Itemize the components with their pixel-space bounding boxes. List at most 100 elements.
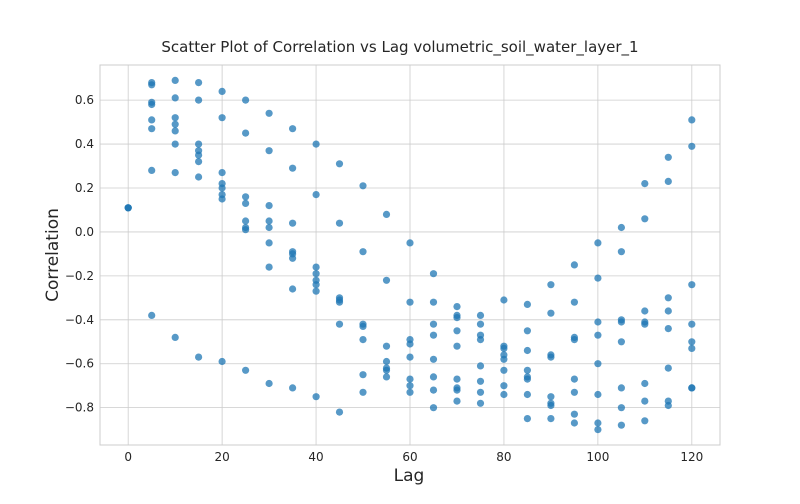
data-point [523, 327, 532, 335]
data-point [500, 366, 508, 374]
data-point [570, 261, 579, 269]
data-point [523, 366, 532, 374]
data-point [171, 127, 179, 135]
data-point [664, 307, 672, 315]
data-point [289, 164, 297, 172]
data-point [382, 342, 391, 350]
data-point [429, 320, 438, 328]
data-point [148, 116, 156, 124]
data-point [688, 142, 696, 150]
data-point [265, 217, 273, 225]
data-point [242, 96, 250, 104]
data-point [359, 336, 367, 344]
data-point [406, 353, 414, 361]
data-point [547, 401, 555, 410]
data-point [148, 125, 156, 133]
data-point [570, 410, 579, 418]
data-point [335, 320, 344, 328]
data-point [335, 408, 344, 416]
data-point [429, 404, 438, 412]
data-point [570, 419, 579, 427]
y-tick-label: −0.6 [65, 357, 94, 371]
data-point [500, 344, 508, 352]
data-point [195, 353, 203, 361]
data-point [171, 114, 179, 122]
data-point [148, 311, 156, 319]
data-point [523, 390, 532, 399]
data-point [359, 388, 367, 396]
data-point [406, 388, 414, 396]
data-point [195, 158, 203, 166]
data-point [406, 239, 414, 247]
data-point [664, 364, 672, 372]
data-point [476, 336, 485, 344]
data-point [124, 204, 132, 212]
data-point [406, 340, 414, 348]
data-point [641, 379, 649, 388]
x-tick-label: 60 [402, 450, 417, 464]
y-tick-labels: −0.8 −0.6 −0.4 −0.2 0.0 0.2 0.4 0.6 [65, 93, 94, 415]
data-point [218, 169, 226, 177]
x-tick-label: 100 [586, 450, 609, 464]
data-point [688, 116, 696, 124]
data-point [688, 320, 696, 328]
data-point [148, 81, 156, 89]
data-point [242, 217, 250, 225]
data-point [476, 377, 485, 385]
data-point [594, 426, 602, 434]
data-point [382, 373, 391, 381]
data-point [547, 353, 555, 361]
y-tick-label: 0.2 [75, 181, 94, 195]
x-tick-label: 120 [680, 450, 703, 464]
data-point [289, 384, 297, 392]
data-point [547, 415, 555, 423]
data-point [453, 386, 461, 394]
data-point [523, 346, 532, 355]
data-point [476, 362, 485, 370]
data-point [429, 331, 438, 339]
data-point [476, 388, 485, 396]
data-point [242, 193, 250, 201]
data-point [406, 298, 414, 306]
data-point [312, 281, 320, 289]
data-point [312, 270, 320, 278]
data-point [594, 331, 602, 339]
data-point [547, 281, 555, 289]
x-tick-label: 20 [214, 450, 229, 464]
data-point [547, 393, 555, 401]
data-point [664, 177, 672, 185]
data-point [476, 399, 485, 407]
data-point [476, 311, 485, 319]
data-point [171, 120, 179, 128]
data-point [500, 355, 508, 363]
data-point [218, 195, 226, 203]
data-point [382, 366, 391, 374]
data-point [500, 390, 508, 399]
data-point [289, 254, 297, 262]
data-point [641, 307, 649, 315]
data-point [382, 276, 391, 284]
data-point [641, 417, 649, 425]
data-point [523, 375, 532, 383]
y-tick-label: 0.6 [75, 93, 94, 107]
data-point [265, 202, 273, 210]
data-points [124, 76, 696, 434]
data-point [242, 226, 250, 234]
data-point [218, 87, 226, 95]
data-point [242, 366, 250, 374]
data-point [641, 397, 649, 405]
data-point [265, 109, 273, 117]
data-point [429, 355, 438, 363]
data-point [218, 114, 226, 122]
data-point [335, 160, 344, 168]
data-point [570, 298, 579, 306]
data-point [171, 333, 179, 341]
data-point [265, 379, 273, 388]
data-point [476, 320, 485, 328]
data-point [617, 421, 626, 429]
data-point [171, 76, 179, 84]
data-point [429, 270, 438, 278]
data-point [171, 94, 179, 102]
data-point [688, 344, 696, 352]
